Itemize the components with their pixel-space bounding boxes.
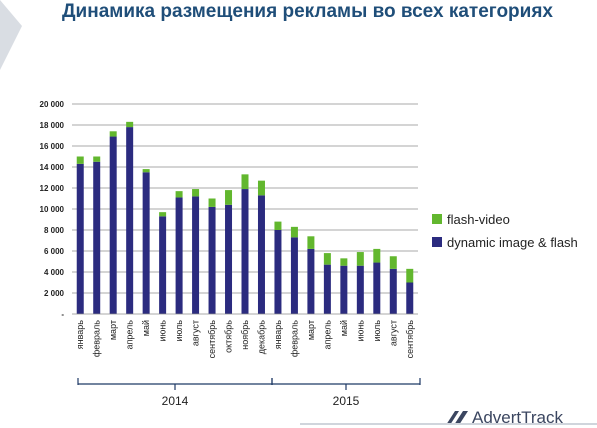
bar-flash-video <box>307 236 315 249</box>
x-tick-label: апрель <box>322 320 332 350</box>
bar-dynamic <box>323 264 331 314</box>
x-tick-label: октябрь <box>224 320 234 353</box>
y-tick-label: 20 000 <box>40 100 65 109</box>
bar-flash-video <box>406 268 414 283</box>
bar-flash-video <box>340 258 348 266</box>
bar-dynamic <box>175 197 183 314</box>
x-tick-label: май <box>339 320 349 336</box>
bar-dynamic <box>192 196 200 314</box>
bar-dynamic <box>76 163 84 314</box>
x-tick-label: июнь <box>355 320 365 342</box>
bar-flash-video <box>356 252 364 266</box>
x-tick-label: январь <box>75 320 85 350</box>
bar-dynamic <box>109 136 117 314</box>
y-tick-label: 16 000 <box>40 142 65 151</box>
y-tick-label: 6 000 <box>44 247 65 256</box>
bar-dynamic <box>159 216 167 314</box>
x-tick-label: март <box>306 320 316 340</box>
y-tick-label: 12 000 <box>40 184 65 193</box>
bar-dynamic <box>340 265 348 314</box>
bar-flash-video <box>257 180 265 196</box>
x-tick-label: май <box>141 320 151 336</box>
x-tick-label: январь <box>273 320 283 350</box>
corner-decoration <box>0 0 22 70</box>
legend-label-dynamic: dynamic image & flash <box>447 234 578 250</box>
bar-flash-video <box>126 121 134 128</box>
bar-flash-video <box>274 221 282 230</box>
y-tick-label: 4 000 <box>44 268 65 277</box>
y-tick-label: 18 000 <box>40 121 65 130</box>
bar-flash-video <box>76 156 84 164</box>
bar-dynamic <box>142 172 150 314</box>
bar-dynamic <box>307 248 315 314</box>
bar-flash-video <box>192 189 200 197</box>
x-tick-label: ноябрь <box>240 320 250 350</box>
x-tick-label: август <box>191 320 201 346</box>
bar-dynamic <box>389 268 397 314</box>
x-tick-label: июнь <box>158 320 168 342</box>
x-tick-label: сентябрь <box>207 320 217 359</box>
bar-dynamic <box>406 282 414 314</box>
x-tick-label: март <box>108 320 118 340</box>
page-title: Динамика размещения рекламы во всех кате… <box>62 1 553 22</box>
bar-flash-video <box>323 253 331 265</box>
y-tick-label: 2 000 <box>44 289 65 298</box>
x-tick-label: февраль <box>92 320 102 357</box>
bar-flash-video <box>241 174 249 190</box>
y-tick-label: - <box>61 310 64 319</box>
y-tick-label: 8 000 <box>44 226 65 235</box>
x-tick-label: июль <box>372 320 382 342</box>
x-tick-label: февраль <box>289 320 299 357</box>
legend-swatch-flash-video <box>432 214 442 224</box>
legend-item-flash-video: flash-video <box>432 211 578 227</box>
bar-dynamic <box>290 237 298 314</box>
y-tick-label: 14 000 <box>40 163 65 172</box>
bar-dynamic <box>241 189 249 314</box>
year-label: 2014 <box>162 394 189 408</box>
bar-flash-video <box>208 198 216 207</box>
bar-dynamic <box>274 230 282 314</box>
chart-legend: flash-video dynamic image & flash <box>432 212 578 258</box>
bar-flash-video <box>389 256 397 269</box>
bar-flash-video <box>142 169 150 173</box>
logo-mark-icon <box>446 411 468 425</box>
legend-swatch-dynamic <box>432 237 442 247</box>
x-tick-label: сентябрь <box>405 320 415 359</box>
x-tick-label: июль <box>174 320 184 342</box>
y-tick-label: 10 000 <box>40 205 65 214</box>
footer-divider <box>300 423 597 425</box>
bar-dynamic <box>208 206 216 314</box>
x-tick-label: апрель <box>125 320 135 350</box>
bar-dynamic <box>373 262 381 314</box>
legend-label-flash-video: flash-video <box>447 211 510 227</box>
logo-text: AdvertTrack <box>472 408 564 427</box>
bar-dynamic <box>126 127 134 314</box>
bar-dynamic <box>356 265 364 314</box>
bar-dynamic <box>93 161 101 314</box>
bar-flash-video <box>109 131 117 137</box>
bar-flash-video <box>290 226 298 238</box>
x-tick-label: декабрь <box>256 320 266 355</box>
bar-flash-video <box>373 248 381 263</box>
bar-dynamic <box>225 204 233 314</box>
bar-flash-video <box>175 191 183 198</box>
bar-dynamic <box>257 195 265 314</box>
adverttrack-logo: AdvertTrack <box>446 408 563 428</box>
bar-flash-video <box>225 190 233 205</box>
legend-item-dynamic: dynamic image & flash <box>432 234 578 250</box>
bar-flash-video <box>159 212 167 217</box>
bar-flash-video <box>93 156 101 162</box>
x-tick-label: август <box>388 320 398 346</box>
year-label: 2015 <box>333 394 360 408</box>
